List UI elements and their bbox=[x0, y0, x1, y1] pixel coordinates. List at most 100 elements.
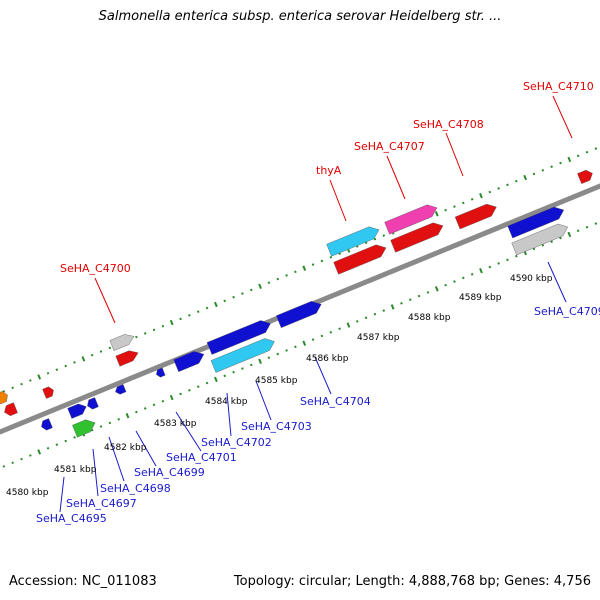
minor-tick bbox=[576, 229, 580, 233]
gene-gray-feature[interactable] bbox=[511, 223, 569, 256]
minor-tick bbox=[515, 179, 518, 183]
kbp-label: 4587 kbp bbox=[357, 333, 400, 343]
gene-SeHA_C4700[interactable] bbox=[109, 334, 135, 351]
minor-tick bbox=[320, 334, 324, 338]
minor-tick bbox=[532, 172, 536, 176]
gene-label-top[interactable]: SeHA_C4710 bbox=[523, 80, 594, 93]
gene-label-top[interactable]: SeHA_C4707 bbox=[354, 140, 425, 153]
bottom-scale-ticks bbox=[2, 222, 598, 468]
minor-tick bbox=[2, 390, 6, 393]
gene-label-top[interactable]: SeHA_C4700 bbox=[60, 262, 131, 275]
minor-tick bbox=[382, 234, 386, 237]
gene-blue-feature[interactable] bbox=[507, 206, 565, 239]
gene-label-bottom[interactable]: SeHA_C4703 bbox=[241, 420, 312, 433]
minor-tick bbox=[188, 313, 191, 317]
kbp-label: 4588 kbp bbox=[408, 313, 451, 323]
gene-SeHA_C4708[interactable] bbox=[454, 203, 497, 230]
gene-blue-feature[interactable] bbox=[206, 320, 271, 355]
label-leader-line bbox=[92, 448, 99, 497]
major-tick bbox=[346, 322, 351, 328]
minor-tick bbox=[2, 465, 6, 468]
gene-label-bottom[interactable]: SeHA_C4697 bbox=[66, 497, 137, 510]
minor-tick bbox=[99, 350, 103, 353]
gene-label-bottom[interactable]: SeHA_C4702 bbox=[201, 436, 272, 449]
minor-tick bbox=[320, 259, 324, 263]
gene-red-feature[interactable] bbox=[390, 222, 444, 253]
major-tick bbox=[214, 301, 218, 308]
minor-tick bbox=[497, 187, 500, 190]
minor-tick bbox=[329, 255, 333, 259]
minor-tick bbox=[541, 169, 545, 172]
gene-features bbox=[0, 169, 593, 438]
minor-tick bbox=[594, 147, 598, 150]
gene-blue-feature[interactable] bbox=[276, 301, 322, 328]
gene-SeHA_C4698[interactable] bbox=[67, 403, 87, 419]
minor-tick bbox=[135, 410, 138, 414]
minor-tick bbox=[461, 201, 465, 205]
gene-SeHA_C4710[interactable] bbox=[577, 169, 593, 184]
minor-tick bbox=[152, 328, 156, 332]
gene-SeHA_C4697[interactable] bbox=[41, 418, 53, 431]
minor-tick bbox=[461, 276, 465, 280]
gene-orange-feature[interactable] bbox=[0, 391, 8, 405]
minor-tick bbox=[55, 368, 59, 371]
gene-SeHA_C4707[interactable] bbox=[384, 204, 438, 235]
minor-tick bbox=[541, 244, 545, 247]
minor-tick bbox=[249, 363, 253, 367]
label-leader-line bbox=[59, 476, 65, 513]
label-leader-line bbox=[547, 261, 567, 303]
major-tick bbox=[125, 412, 130, 419]
minor-tick bbox=[267, 356, 271, 359]
major-tick bbox=[523, 174, 528, 181]
major-tick bbox=[567, 156, 572, 163]
label-leader-line bbox=[329, 179, 347, 222]
gene-thyA[interactable] bbox=[326, 226, 380, 257]
minor-tick bbox=[108, 346, 112, 350]
label-leader-line bbox=[552, 95, 573, 139]
kbp-label: 4582 kbp bbox=[104, 443, 147, 453]
gene-label-bottom[interactable]: SeHA_C4701 bbox=[166, 451, 237, 464]
gene-label-bottom[interactable]: SeHA_C4699 bbox=[134, 466, 205, 479]
minor-tick bbox=[223, 299, 227, 303]
label-leader-line bbox=[94, 277, 116, 324]
kbp-label: 4583 kbp bbox=[154, 419, 197, 429]
minor-tick bbox=[90, 428, 94, 432]
minor-tick bbox=[532, 247, 536, 251]
minor-tick bbox=[267, 281, 271, 284]
gene-red-feature[interactable] bbox=[115, 350, 139, 367]
minor-tick bbox=[311, 338, 315, 341]
major-tick bbox=[258, 283, 262, 289]
major-tick bbox=[479, 267, 483, 274]
gene-red-feature[interactable] bbox=[333, 244, 387, 275]
gene-blue-feature[interactable] bbox=[173, 351, 205, 372]
minor-tick bbox=[73, 436, 76, 439]
gene-label-top[interactable]: SeHA_C4708 bbox=[413, 118, 484, 131]
minor-tick bbox=[64, 364, 67, 368]
minor-tick bbox=[11, 461, 14, 465]
gene-red-feature[interactable] bbox=[4, 402, 18, 417]
label-leader-line bbox=[445, 132, 464, 177]
gene-label-top[interactable]: thyA bbox=[316, 164, 342, 177]
gene-green-feature[interactable] bbox=[72, 419, 96, 438]
accession-text: Accession: NC_011083 bbox=[9, 574, 157, 589]
minor-tick bbox=[585, 150, 589, 154]
minor-tick bbox=[364, 316, 368, 320]
gene-blue-feature[interactable] bbox=[115, 384, 127, 395]
gene-label-bottom[interactable]: SeHA_C4709 bbox=[534, 305, 600, 318]
major-tick bbox=[258, 358, 262, 364]
minor-tick bbox=[488, 265, 492, 269]
gene-label-bottom[interactable]: SeHA_C4704 bbox=[300, 395, 371, 408]
gene-red-feature[interactable] bbox=[42, 386, 54, 399]
gene-label-bottom[interactable]: SeHA_C4695 bbox=[36, 512, 107, 525]
label-leader-line bbox=[314, 356, 332, 395]
label-leader-line bbox=[386, 155, 406, 200]
genome-summary-text: Topology: circular; Length: 4,888,768 bp… bbox=[233, 574, 591, 589]
minor-tick bbox=[550, 165, 553, 169]
label-leader-line bbox=[175, 411, 202, 452]
gene-SeHA_C4699[interactable] bbox=[87, 397, 99, 410]
gene-label-bottom[interactable]: SeHA_C4698 bbox=[100, 482, 171, 495]
gene-SeHA_C4703[interactable] bbox=[210, 338, 275, 373]
gene-SeHA_C4701[interactable] bbox=[156, 367, 166, 378]
